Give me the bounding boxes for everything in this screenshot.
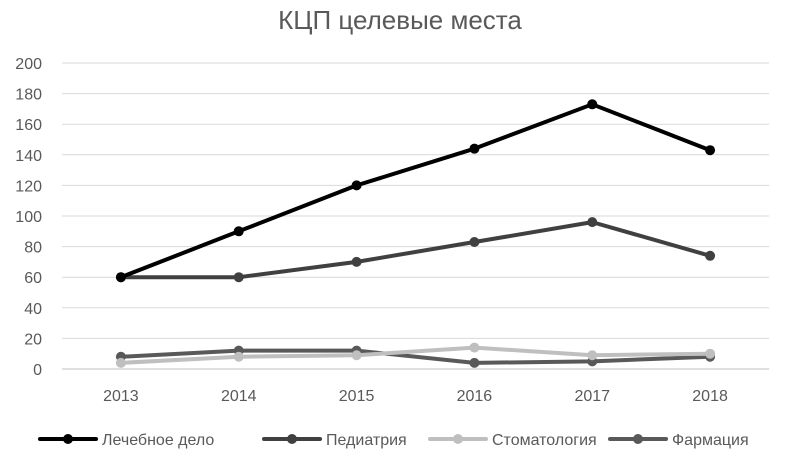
legend-item: Фармация — [608, 432, 749, 449]
legend-swatch-marker — [633, 434, 643, 444]
y-tick-label: 140 — [15, 148, 42, 165]
data-point — [705, 348, 716, 359]
y-tick-label: 0 — [33, 362, 42, 379]
y-tick-label: 40 — [24, 301, 42, 318]
gridlines — [62, 62, 769, 370]
data-point — [115, 272, 126, 283]
data-point — [115, 357, 126, 368]
y-tick-label: 120 — [15, 178, 42, 195]
data-point — [469, 237, 480, 248]
y-tick-label: 200 — [15, 56, 42, 73]
x-tick-label: 2017 — [574, 388, 610, 405]
series-line — [118, 348, 713, 365]
series-line — [118, 102, 713, 280]
x-axis-ticks: 2013 2014 2015 2016 2017 2018 — [103, 388, 728, 405]
data-point — [351, 350, 362, 361]
data-point — [351, 256, 362, 267]
legend-label: Педиатрия — [326, 432, 407, 449]
data-point — [705, 145, 716, 156]
data-point — [587, 217, 598, 228]
chart-title: КЦП целевые места — [278, 5, 522, 35]
y-tick-label: 160 — [15, 117, 42, 134]
data-point — [233, 226, 244, 237]
x-tick-label: 2013 — [103, 388, 139, 405]
x-tick-label: 2015 — [339, 388, 375, 405]
data-point — [469, 143, 480, 154]
data-point — [587, 350, 598, 361]
x-tick-label: 2016 — [457, 388, 493, 405]
y-tick-label: 100 — [15, 209, 42, 226]
x-tick-label: 2018 — [692, 388, 728, 405]
data-point — [587, 99, 598, 110]
legend-swatch-marker — [287, 434, 297, 444]
legend-swatch-marker — [63, 434, 73, 444]
series-line — [118, 345, 713, 365]
series-3 — [115, 342, 716, 368]
legend-item: Лечебное дело — [38, 432, 214, 449]
legend-label: Лечебное дело — [102, 432, 214, 449]
y-tick-label: 180 — [15, 87, 42, 104]
series-2 — [115, 217, 716, 283]
series-group — [115, 99, 716, 368]
legend-swatch-marker — [453, 434, 463, 444]
legend-item: Педиатрия — [262, 432, 407, 449]
data-point — [469, 342, 480, 353]
y-axis-ticks: 0 20 40 60 80 100 120 140 160 180 200 — [15, 56, 42, 379]
series-1 — [115, 99, 716, 283]
y-tick-label: 60 — [24, 270, 42, 287]
legend-item: Стоматология — [428, 432, 597, 449]
legend-label: Фармация — [672, 432, 749, 449]
data-point — [233, 351, 244, 362]
legend: Лечебное дело Педиатрия Стоматология Фармац… — [38, 432, 749, 449]
data-point — [233, 272, 244, 283]
y-tick-label: 80 — [24, 240, 42, 257]
data-point — [705, 250, 716, 261]
data-point — [469, 357, 480, 368]
legend-label: Стоматология — [492, 432, 597, 449]
y-tick-label: 20 — [24, 331, 42, 348]
data-point — [351, 180, 362, 191]
x-tick-label: 2014 — [221, 388, 257, 405]
series-line — [118, 220, 713, 280]
